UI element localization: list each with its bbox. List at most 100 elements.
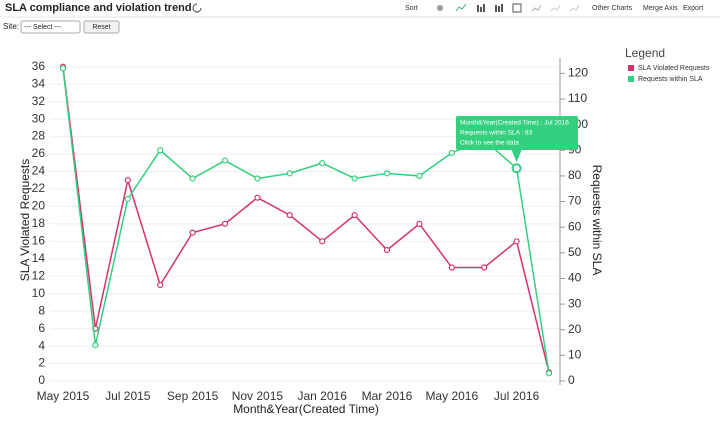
y2-tick-label: 50	[568, 245, 582, 259]
page-title: SLA compliance and violation trend	[5, 2, 192, 14]
data-point	[124, 177, 131, 184]
hover-point	[511, 163, 522, 174]
y-tick-label: 36	[32, 59, 46, 73]
other-charts-button[interactable]: Other Charts	[592, 5, 633, 12]
data-point	[319, 160, 326, 167]
refresh-icon[interactable]	[192, 3, 202, 13]
icon[interactable]	[455, 3, 467, 12]
y-tick-label: 34	[32, 76, 46, 90]
data-point	[286, 170, 293, 177]
tooltip-box	[456, 116, 578, 150]
data-point	[319, 238, 326, 245]
icon[interactable]	[512, 3, 522, 13]
y-tick-label: 24	[32, 164, 46, 178]
x-tick-label: Jan 2016	[298, 389, 348, 403]
x-tick-label: Mar 2016	[362, 389, 413, 403]
site-label: Site:	[3, 22, 19, 31]
data-point	[383, 170, 391, 177]
y-tick-label: 20	[32, 199, 46, 213]
y-tick-label: 22	[32, 181, 46, 195]
legend-label: Requests within SLA	[638, 76, 703, 83]
y2-axis-title: Requests within SLA	[590, 165, 604, 276]
data-point	[157, 147, 164, 154]
icon[interactable]	[501, 4, 503, 12]
icon[interactable]	[477, 5, 479, 12]
y-tick-label: 10	[32, 286, 46, 300]
y-tick-label: 16	[32, 233, 46, 247]
export-button[interactable]: Export	[683, 5, 703, 12]
data-point	[157, 281, 164, 289]
icon[interactable]	[480, 7, 482, 12]
y-tick-label: 6	[38, 321, 45, 335]
y-tick-label: 8	[38, 303, 45, 317]
y-tick-label: 32	[32, 94, 46, 108]
icon[interactable]	[495, 5, 497, 12]
chart-type-icons	[437, 3, 580, 13]
y-tick-label: 12	[32, 268, 46, 282]
merge-axis-button[interactable]: Merge Axis	[643, 5, 678, 12]
data-point	[416, 220, 423, 227]
series-line	[62, 66, 550, 373]
y2-tick-label: 120	[568, 66, 588, 80]
y-tick-label: 2	[38, 356, 45, 370]
tooltip-text: Month&Year(Created Time) : Jul 2016	[460, 120, 569, 127]
data-point	[221, 220, 229, 227]
y2-tick-label: 10	[568, 348, 582, 362]
data-point	[545, 370, 553, 377]
data-point	[448, 264, 455, 271]
plot: 0246810121416182022242628303234360102030…	[32, 58, 710, 403]
x-tick-label: Jul 2016	[494, 389, 540, 403]
site-select-text: --- Select ---	[24, 24, 62, 31]
site-select[interactable]	[20, 20, 81, 34]
data-point	[286, 212, 293, 219]
icon[interactable]	[498, 6, 500, 12]
y-tick-label: 14	[32, 251, 46, 265]
reset-text: Reset	[92, 24, 110, 31]
data-point	[254, 194, 261, 201]
data-point	[189, 175, 196, 182]
y-tick-label: 4	[38, 338, 45, 352]
y-tick-label: 18	[32, 216, 46, 230]
tooltip-text: Requests within SLA : 83	[460, 130, 533, 137]
y-tick-label: 28	[32, 129, 46, 143]
y2-tick-label: 30	[568, 296, 582, 310]
data-point	[59, 65, 67, 72]
y2-tick-label: 110	[568, 91, 587, 105]
x-axis-title: Month&Year(Created Time)	[233, 402, 379, 416]
data-point	[416, 172, 423, 180]
legend-swatch	[628, 76, 634, 82]
data-point	[513, 238, 520, 245]
data-point	[351, 212, 358, 219]
data-point	[481, 264, 488, 271]
data-point	[351, 175, 358, 182]
sort-button[interactable]: Sort	[405, 5, 418, 12]
y2-tick-label: 0	[568, 373, 575, 387]
data-point	[189, 229, 196, 236]
tooltip-text: Click to see the data	[460, 140, 519, 147]
y-tick-label: 26	[32, 146, 46, 160]
y2-tick-label: 80	[568, 168, 582, 182]
x-tick-label: Nov 2015	[232, 389, 284, 403]
legend-title: Legend	[625, 46, 665, 60]
icon[interactable]	[437, 5, 443, 11]
y2-tick-label: 20	[568, 322, 582, 336]
tooltip-pointer	[511, 150, 522, 163]
icon[interactable]	[569, 4, 580, 12]
icon[interactable]	[550, 4, 561, 12]
reset-button[interactable]	[83, 20, 120, 34]
y-axis-title: SLA Violated Requests	[18, 159, 32, 282]
x-tick-label: Sep 2015	[167, 389, 219, 403]
data-point	[92, 342, 99, 349]
legend-label: SLA Violated Requests	[638, 65, 710, 72]
data-point	[383, 246, 391, 254]
icon[interactable]	[483, 4, 485, 12]
y2-tick-label: 60	[568, 219, 582, 233]
icon[interactable]	[531, 4, 542, 12]
y2-tick-label: 40	[568, 271, 582, 285]
legend-swatch	[628, 65, 634, 71]
tooltip[interactable]: Month&Year(Created Time) : Jul 2016 Reque…	[456, 116, 578, 174]
y-tick-label: 30	[32, 111, 46, 125]
y-tick-label: 0	[38, 373, 45, 387]
y2-tick-label: 70	[568, 194, 582, 208]
